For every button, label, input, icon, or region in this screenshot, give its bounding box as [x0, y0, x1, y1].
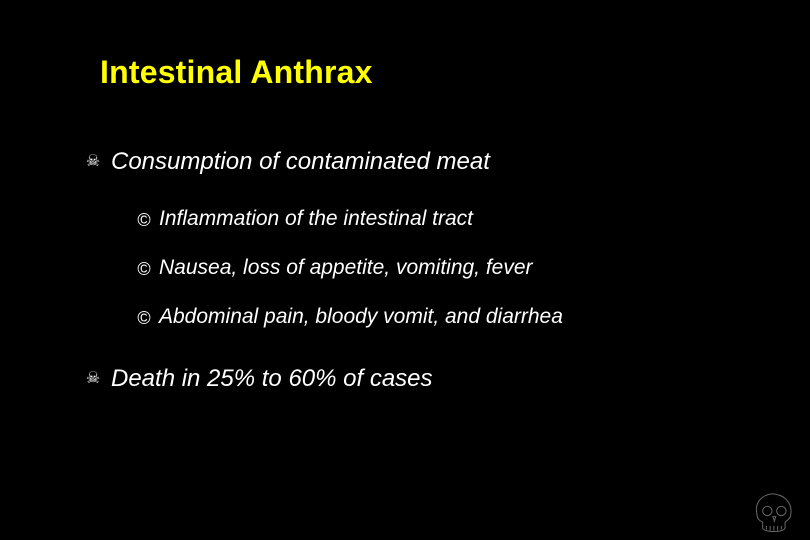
bullet-text: Inflammation of the intestinal tract — [159, 207, 473, 231]
bullet-level2: © Inflammation of the intestinal tract — [135, 207, 473, 231]
bullet-text: Nausea, loss of appetite, vomiting, feve… — [159, 256, 533, 280]
bullet-text: Death in 25% to 60% of cases — [111, 365, 433, 393]
bullet-level1: ☠ Death in 25% to 60% of cases — [85, 365, 433, 393]
bullet-level1: ☠ Consumption of contaminated meat — [85, 148, 490, 176]
skull-bullet-icon: ☠ — [85, 371, 101, 387]
skull-bullet-icon: ☠ — [85, 154, 101, 170]
skull-icon — [744, 488, 800, 534]
bullet-text: Abdominal pain, bloody vomit, and diarrh… — [159, 305, 563, 329]
copyright-bullet-icon: © — [135, 309, 153, 327]
bullet-level2: © Nausea, loss of appetite, vomiting, fe… — [135, 256, 533, 280]
slide-title: Intestinal Anthrax — [100, 54, 373, 91]
slide: Intestinal Anthrax ☠ Consumption of cont… — [0, 0, 810, 540]
bullet-level2: © Abdominal pain, bloody vomit, and diar… — [135, 305, 563, 329]
copyright-bullet-icon: © — [135, 211, 153, 229]
copyright-bullet-icon: © — [135, 260, 153, 278]
bullet-text: Consumption of contaminated meat — [111, 148, 490, 176]
